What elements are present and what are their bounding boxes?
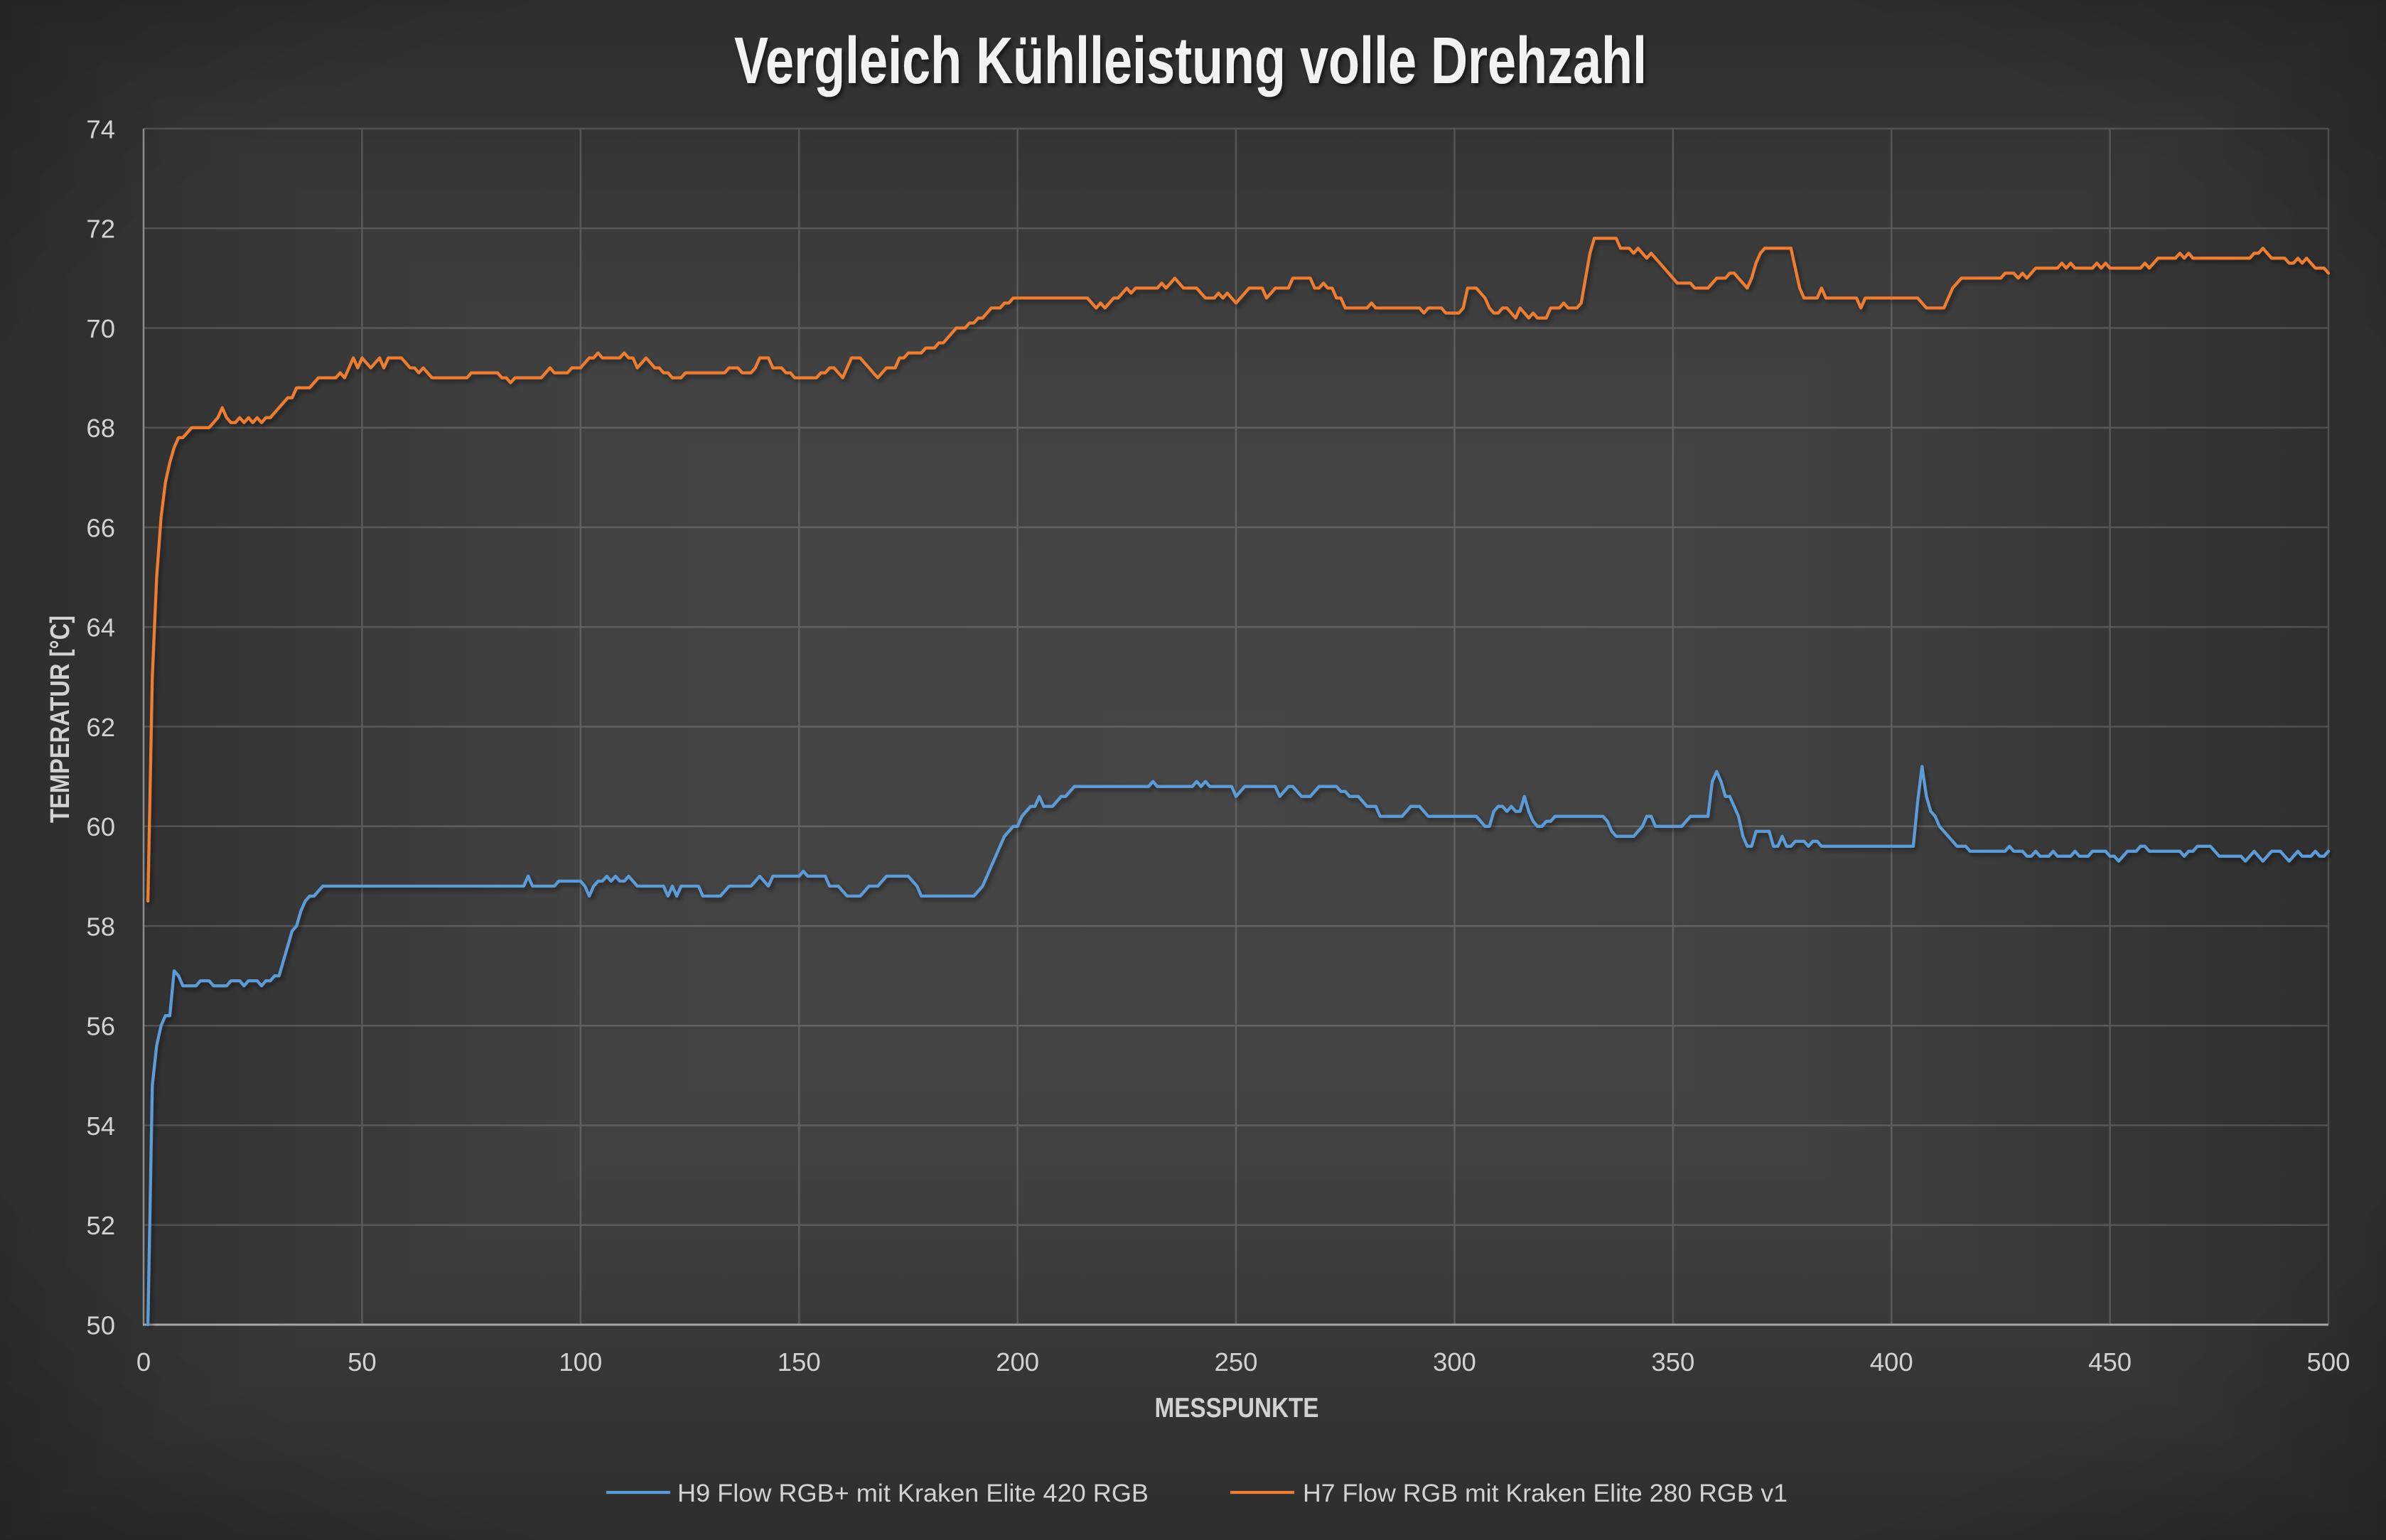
svg-text:100: 100 xyxy=(559,1347,602,1377)
svg-text:TEMPERATUR [°C]: TEMPERATUR [°C] xyxy=(45,615,75,823)
svg-text:62: 62 xyxy=(86,713,115,742)
svg-text:58: 58 xyxy=(86,912,115,941)
svg-text:66: 66 xyxy=(86,513,115,542)
svg-text:200: 200 xyxy=(996,1347,1039,1377)
svg-text:68: 68 xyxy=(86,414,115,443)
svg-text:72: 72 xyxy=(86,215,115,244)
svg-text:400: 400 xyxy=(1870,1347,1913,1377)
svg-text:64: 64 xyxy=(86,613,115,642)
svg-text:70: 70 xyxy=(86,314,115,343)
svg-text:Vergleich Kühlleistung volle D: Vergleich Kühlleistung volle Drehzahl xyxy=(734,23,1647,97)
svg-text:500: 500 xyxy=(2307,1347,2350,1377)
svg-text:MESSPUNKTE: MESSPUNKTE xyxy=(1155,1393,1319,1423)
svg-text:50: 50 xyxy=(348,1347,377,1377)
svg-text:60: 60 xyxy=(86,812,115,841)
svg-text:300: 300 xyxy=(1433,1347,1476,1377)
svg-text:74: 74 xyxy=(86,114,115,144)
svg-text:250: 250 xyxy=(1215,1347,1258,1377)
svg-text:450: 450 xyxy=(2088,1347,2132,1377)
svg-text:54: 54 xyxy=(86,1111,115,1141)
svg-text:52: 52 xyxy=(86,1211,115,1240)
svg-text:350: 350 xyxy=(1651,1347,1694,1377)
svg-text:H7 Flow RGB mit Kraken Elite 2: H7 Flow RGB mit Kraken Elite 280 RGB v1 xyxy=(1303,1480,1788,1507)
svg-text:H9 Flow RGB+ mit Kraken Elite: H9 Flow RGB+ mit Kraken Elite 420 RGB xyxy=(677,1480,1149,1507)
svg-text:0: 0 xyxy=(136,1347,151,1377)
svg-text:150: 150 xyxy=(778,1347,821,1377)
svg-text:50: 50 xyxy=(86,1310,115,1340)
svg-text:56: 56 xyxy=(86,1012,115,1041)
